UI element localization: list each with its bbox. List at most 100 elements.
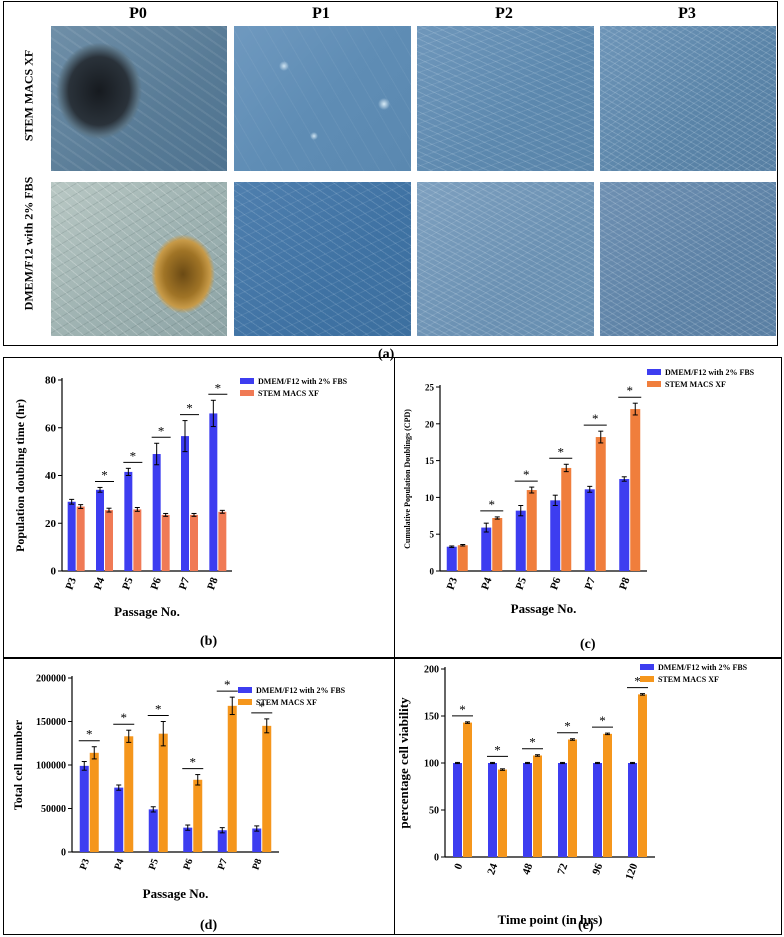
column-header-p0: P0 xyxy=(129,5,147,22)
bar-dmem xyxy=(209,413,218,571)
bar-dmem xyxy=(148,809,158,852)
x-tick-label: 48 xyxy=(520,861,535,876)
micrograph-stem-p2 xyxy=(417,26,594,171)
bar-stem xyxy=(76,506,85,571)
x-tick-label: 72 xyxy=(555,861,570,876)
micrograph-dmem-p2 xyxy=(417,182,594,336)
legend-swatch-stem xyxy=(240,390,254,396)
x-tick-label: P5 xyxy=(147,857,161,871)
x-tick-label: 96 xyxy=(590,861,605,876)
y-tick-label: 25 xyxy=(425,383,435,393)
chart-b-doubling-time: 0 20 40 60 80 Population doubling time (hr) P3… xyxy=(13,375,348,620)
legend-label-stem: STEM MACS XF xyxy=(665,380,726,389)
panel-e-frame xyxy=(394,658,782,935)
bar-stem xyxy=(218,511,227,571)
legend-swatch-dmem xyxy=(647,369,661,375)
y-tick-label: 100 xyxy=(424,759,439,770)
bar-stem xyxy=(526,490,537,571)
significance-star: * xyxy=(599,713,606,728)
bar-stem xyxy=(533,755,542,857)
legend-label-dmem: DMEM/F12 with 2% FBS xyxy=(658,663,748,672)
x-tick-label: P7 xyxy=(216,857,230,871)
x-axis-label: Time point (in hrs) xyxy=(498,912,603,927)
y-tick-label: 5 xyxy=(430,530,435,540)
x-tick-label: P7 xyxy=(177,575,193,591)
significance-star: * xyxy=(186,401,193,416)
y-tick-label: 0 xyxy=(51,566,57,578)
legend-label-stem: STEM MACS XF xyxy=(658,675,719,684)
legend-swatch-dmem xyxy=(640,664,654,670)
y-tick-label: 40 xyxy=(45,470,57,482)
micrograph-stem-p3 xyxy=(600,26,776,171)
x-tick-label: 0 xyxy=(452,861,465,871)
y-tick-label: 200000 xyxy=(36,674,66,685)
bar-dmem xyxy=(628,763,637,857)
y-tick-label: 150 xyxy=(424,712,439,723)
bar-dmem xyxy=(96,489,104,571)
y-axis-label: Cumulative Population Doublings (CPD) xyxy=(403,409,412,549)
bar-dmem xyxy=(523,763,532,857)
row-header-stem-macs: STEM MACS XF xyxy=(21,49,36,142)
x-tick-label: P7 xyxy=(583,575,599,591)
bar-dmem xyxy=(217,830,227,852)
significance-star: * xyxy=(459,702,466,717)
bar-dmem xyxy=(183,827,193,852)
legend-label-dmem: DMEM/F12 with 2% FBS xyxy=(665,368,755,377)
bar-dmem xyxy=(453,763,462,857)
x-tick-label: P6 xyxy=(149,575,165,591)
bar-dmem xyxy=(124,471,133,571)
x-tick-label: P3 xyxy=(64,575,80,591)
caption-e: (e) xyxy=(578,918,594,933)
column-header-p1: P1 xyxy=(312,5,330,22)
legend-label-dmem: DMEM/F12 with 2% FBS xyxy=(258,377,348,386)
significance-star: * xyxy=(158,423,165,438)
chart-e-cell-viability: 0 50 100 150 200 percentage cell viability * 0 *… xyxy=(396,663,748,927)
y-tick-label: 20 xyxy=(45,518,57,530)
panel-c-frame xyxy=(394,357,782,658)
bar-stem xyxy=(227,705,237,852)
y-tick-label: 60 xyxy=(45,422,57,434)
x-tick-label: P6 xyxy=(181,857,195,871)
x-tick-label: P8 xyxy=(617,575,633,591)
bar-stem xyxy=(603,733,612,857)
significance-star: * xyxy=(86,727,93,742)
y-tick-label: 50000 xyxy=(41,804,66,815)
bar-stem xyxy=(262,725,272,852)
legend-label-stem: STEM MACS XF xyxy=(256,698,317,707)
bar-stem xyxy=(463,722,472,857)
x-axis-label: Passage No. xyxy=(143,886,209,901)
y-tick-label: 20 xyxy=(425,419,435,429)
bar-dmem xyxy=(593,763,602,857)
legend-swatch-stem xyxy=(640,676,654,682)
x-tick-label: P3 xyxy=(445,575,461,591)
column-header-p2: P2 xyxy=(495,5,513,22)
x-tick-label: P6 xyxy=(548,575,564,591)
bar-stem xyxy=(161,514,170,571)
bar-stem xyxy=(595,437,606,571)
caption-c: (c) xyxy=(580,637,596,652)
panel-d-frame xyxy=(3,658,394,935)
significance-star: * xyxy=(224,677,231,692)
bar-stem xyxy=(158,733,168,852)
bar-dmem xyxy=(488,763,497,857)
bar-dmem xyxy=(558,763,567,857)
bar-stem xyxy=(457,545,468,571)
x-axis-label: Passage No. xyxy=(511,601,577,616)
y-axis-label: Total cell number xyxy=(11,719,25,810)
bar-dmem xyxy=(252,828,262,852)
bar-stem xyxy=(638,694,647,857)
significance-star: * xyxy=(101,467,108,482)
bar-dmem xyxy=(550,500,561,571)
significance-star: * xyxy=(523,467,530,482)
significance-star: * xyxy=(634,674,641,689)
chart-c-cumulative-pd: 0 5 10 15 20 25 Cumulative Population Doubling… xyxy=(403,368,755,616)
x-tick-label: P5 xyxy=(120,575,136,591)
significance-star: * xyxy=(155,702,162,717)
legend-swatch-stem xyxy=(238,699,252,705)
bar-dmem xyxy=(152,454,161,571)
micrograph-stem-p0 xyxy=(51,26,227,171)
legend-label-stem: STEM MACS XF xyxy=(258,389,319,398)
y-tick-label: 10 xyxy=(425,493,435,503)
y-tick-label: 0 xyxy=(61,848,66,859)
y-tick-label: 0 xyxy=(430,567,435,577)
